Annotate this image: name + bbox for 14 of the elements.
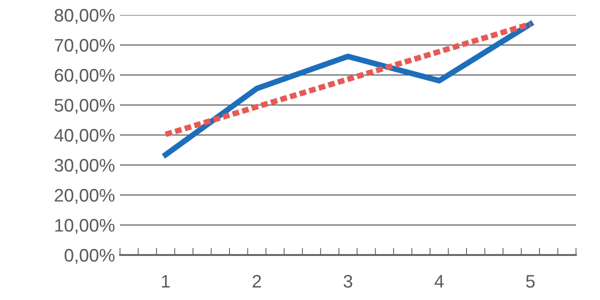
y-tick-label: 40,00% — [54, 128, 114, 144]
y-tick-label: 0,00% — [64, 248, 114, 264]
y-tick-label: 50,00% — [54, 98, 114, 114]
x-tick-label: 1 — [162, 275, 170, 288]
x-tick-label: 3 — [344, 274, 352, 288]
x-tick-label: 5 — [526, 275, 535, 288]
y-tick-label: 10,00% — [55, 218, 114, 234]
y-tick-label: 60,00% — [54, 68, 114, 84]
y-tick-label: 80,00% — [54, 8, 114, 24]
x-tick-label: 4 — [434, 275, 444, 288]
y-tick-label: 30,00% — [54, 158, 114, 174]
y-tick-label: 20,00% — [54, 188, 114, 204]
x-tick-label: 2 — [252, 274, 261, 288]
y-tick-label: 70,00% — [54, 38, 114, 54]
